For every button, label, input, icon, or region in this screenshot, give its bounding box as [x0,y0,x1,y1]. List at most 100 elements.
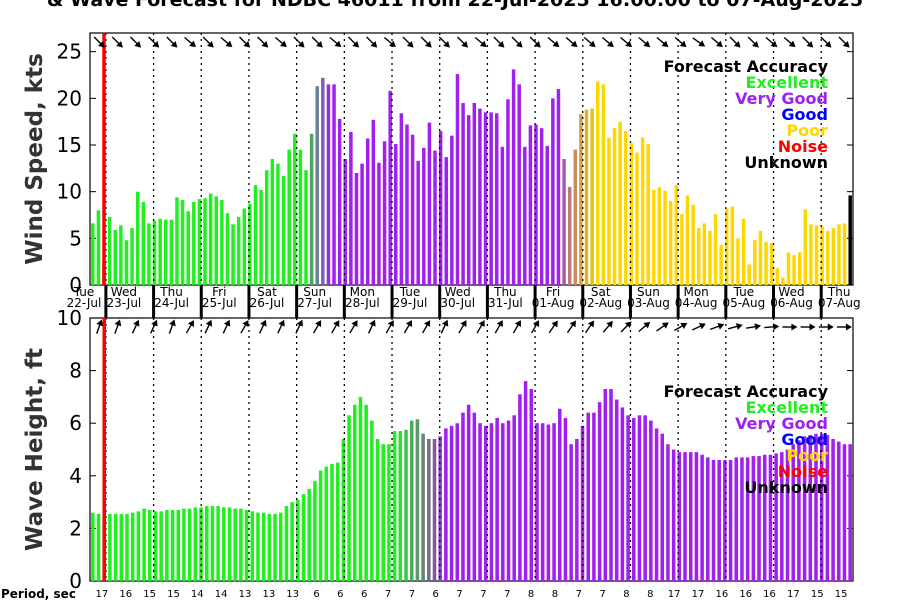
wind-bar [708,230,712,285]
day-label-dow: Wed [111,285,137,299]
period-value: 6 [313,589,319,600]
wind-bar [388,90,392,285]
wind-bar [130,228,134,285]
wave-direction-arrow [476,320,485,334]
wave-direction-arrow [204,319,213,334]
arrow-head [514,320,521,328]
wind-bar [539,128,544,285]
wind-bar [197,199,202,285]
wind-bar [248,203,252,285]
wave-legend-item: Unknown [744,478,828,497]
wind-direction-arrow [511,36,523,48]
wave-bar [740,457,744,581]
wind-bar [135,191,140,285]
wind-bar [786,252,791,285]
wind-bar [236,216,241,285]
wind-direction-arrow [493,36,505,48]
period-value: 15 [835,589,848,600]
wind-bar [797,252,802,285]
wind-bar [321,77,325,285]
wind-bar [674,185,679,285]
wave-bar [404,429,408,581]
wave-direction-arrow [584,320,595,334]
wind-bar [315,86,319,285]
wave-bar [335,462,340,581]
period-value: 14 [191,589,204,600]
wind-bar [360,163,364,285]
arrow-head [441,319,449,327]
wind-bar [225,213,230,285]
wave-bar [495,417,499,581]
arrow-head [698,40,706,47]
arrow-head [624,321,632,329]
wind-bar [831,228,836,285]
wind-legend-item: Excellent [746,73,829,92]
period-label: Period, sec [1,587,76,600]
wave-bar [165,509,169,581]
wind-bar [455,74,460,285]
wave-legend-item: Excellent [746,398,829,417]
arrow-head [461,40,469,48]
wave-direction-arrow [185,320,194,334]
wind-bar [214,196,218,285]
wave-bar [501,423,505,581]
wind-direction-arrow [311,36,323,48]
wave-bar [723,460,727,581]
wind-bar [758,230,763,285]
wave-direction-arrow [620,321,632,333]
wind-bar [769,243,774,285]
arrow-head [570,40,578,48]
wind-bar [590,108,594,285]
wave-bar [358,396,363,581]
wave-bar [353,404,357,581]
wind-ytick-label: 5 [69,226,82,250]
wind-bar [719,244,723,285]
period-value: 13 [239,589,252,600]
day-label-dow: Wed [778,285,804,299]
wave-plot-area [89,317,854,582]
wave-direction-arrow [222,319,231,334]
wave-legend-item: Very Good [735,414,828,433]
day-label-dow: Fri [546,285,560,299]
wind-bar [814,225,819,285]
wind-direction-arrow [184,36,197,48]
wave-bar [96,513,101,581]
day-label-dow: Wed [445,285,471,299]
wave-ytick-label: 4 [69,464,82,488]
wind-direction-arrow [238,36,251,48]
wave-bar [159,511,163,581]
wave-bar [461,412,465,581]
wave-direction-arrow [512,320,521,334]
wave-bar [580,425,585,581]
wind-bar [842,223,847,285]
wind-bar [753,240,757,285]
period-value: 7 [576,589,582,600]
wave-direction-arrow [458,320,467,334]
arrow-head [824,40,832,48]
wave-bar [614,399,619,581]
wind-direction-arrow [529,36,541,48]
wave-ylabel: Wave Height, ft [22,348,48,551]
wave-bar [660,433,665,581]
wave-bar [734,457,739,581]
day-label-dow: Thu [159,285,183,299]
arrow-head [661,322,669,329]
period-value: 6 [361,589,367,600]
wave-bar [506,420,511,581]
wind-bar [147,223,151,285]
arrow-head [716,40,723,48]
wind-bar [725,208,729,285]
arrow-head [205,319,213,327]
wind-direction-arrow [166,36,178,48]
wind-bar [377,162,381,285]
wave-bar [284,506,289,581]
wave-direction-arrow [530,320,540,334]
wave-direction-arrow [638,321,651,333]
wave-direction-arrow [331,320,340,334]
wind-bar [91,223,95,285]
wind-legend-title: Forecast Accuracy [664,57,829,76]
wind-bar [803,209,808,285]
arrow-head [607,40,614,48]
wave-direction-arrow [131,319,140,334]
arrow-head [315,320,322,328]
